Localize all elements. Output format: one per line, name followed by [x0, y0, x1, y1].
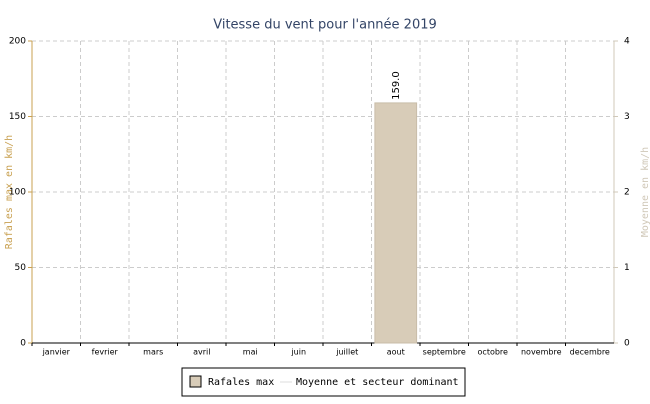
y2-axis-label: Moyenne en km/h: [640, 147, 650, 237]
legend-box: [181, 367, 466, 397]
x-tick-label: juin: [290, 348, 306, 357]
y2-tick-label: 3: [624, 112, 630, 122]
x-tick-label: decembre: [570, 348, 610, 357]
y-tick-label: 0: [20, 339, 26, 349]
y-tick-label: 100: [9, 188, 26, 198]
chart-title: Vitesse du vent pour l'année 2019: [213, 18, 437, 33]
legend-label: Rafales max: [208, 377, 274, 388]
y2-tick-label: 2: [624, 188, 630, 198]
x-tick-label: mars: [143, 348, 163, 357]
x-tick-label: janvier: [42, 348, 71, 357]
x-tick-label: fevrier: [92, 348, 119, 357]
x-tick-label: mai: [243, 348, 258, 357]
legend-swatch: [189, 375, 202, 388]
value-label: 159.0: [391, 71, 402, 100]
x-tick-label: juillet: [335, 348, 358, 357]
x-tick-label: avril: [193, 348, 210, 357]
bar: [374, 102, 418, 344]
y2-tick-label: 0: [624, 339, 630, 349]
y2-tick-label: 4: [624, 37, 630, 47]
x-tick-label: octobre: [478, 348, 509, 357]
y-tick-label: 50: [15, 263, 27, 273]
y2-tick-label: 1: [624, 263, 630, 273]
y-tick-label: 150: [9, 112, 26, 122]
y-tick-label: 200: [9, 37, 26, 47]
x-tick-label: septembre: [423, 348, 466, 357]
legend-label: Moyenne et secteur dominant: [296, 377, 459, 388]
x-tick-label: aout: [387, 348, 405, 357]
y-axis-label: Rafales max en km/h: [4, 135, 15, 249]
x-tick-label: novembre: [521, 348, 562, 357]
